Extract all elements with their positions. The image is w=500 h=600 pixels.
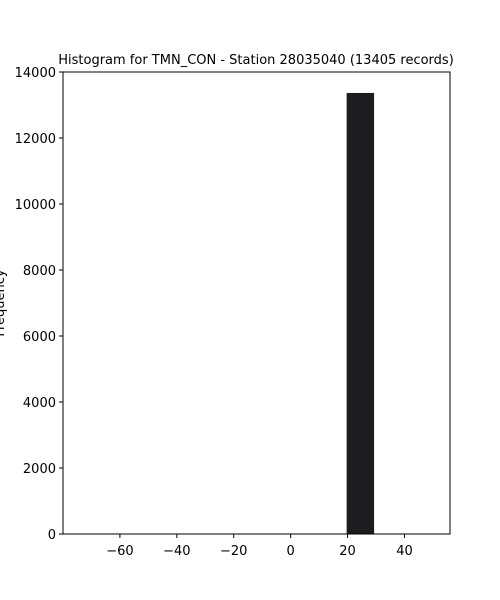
y-tick-label: 12000 (15, 132, 56, 147)
histogram-bar-0 (345, 91, 376, 535)
y-axis-label: Frequency (0, 269, 8, 336)
plot-frame (62, 71, 451, 535)
bars-group (345, 91, 376, 535)
x-tick-label: −60 (106, 544, 133, 559)
x-tick-label: 20 (339, 544, 356, 559)
x-axis: −60 −40 −20 0 20 40 (106, 534, 413, 559)
y-tick-label: 8000 (23, 264, 56, 279)
x-tick-label: 40 (396, 544, 413, 559)
y-tick-label: 14000 (15, 66, 56, 81)
x-tick-label: −20 (220, 544, 247, 559)
y-tick-label: 2000 (23, 462, 56, 477)
y-tick-label: 10000 (15, 198, 56, 213)
y-axis: 0 2000 4000 6000 8000 10000 12000 14000 (15, 66, 63, 543)
x-tick-label: −40 (163, 544, 190, 559)
y-tick-label: 4000 (23, 396, 56, 411)
y-tick-label: 6000 (23, 330, 56, 345)
x-tick-label: 0 (287, 544, 295, 559)
y-tick-label: 0 (48, 528, 56, 543)
chart-title: Histogram for TMN_CON - Station 28035040… (58, 53, 454, 68)
